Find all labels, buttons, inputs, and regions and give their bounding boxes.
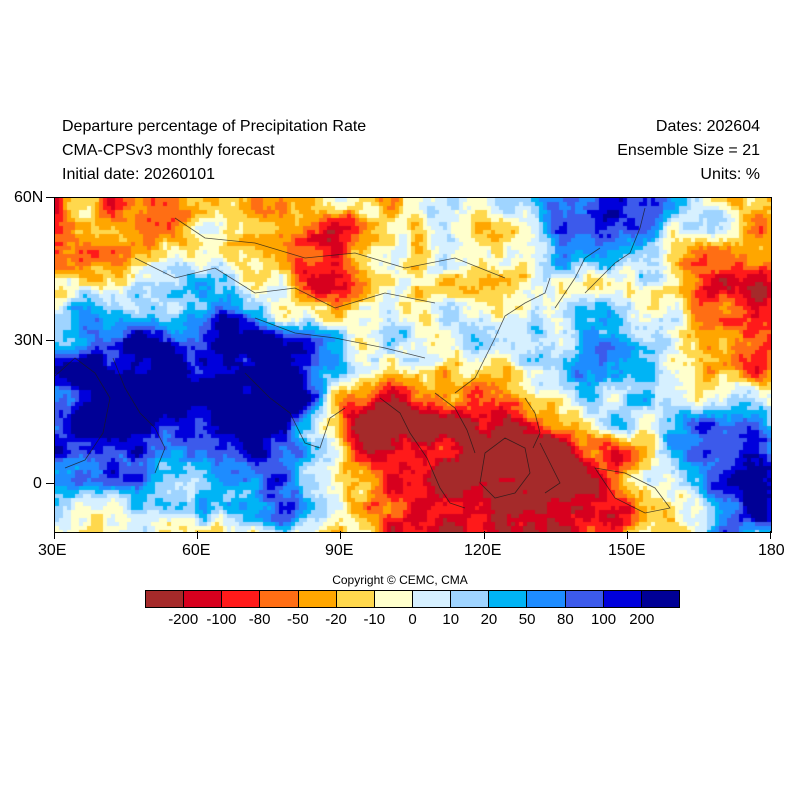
legend-swatch [260, 591, 299, 607]
color-legend-bar [145, 590, 680, 608]
lon-tickmark [54, 531, 55, 539]
lon-tick-label: 120E [464, 542, 502, 559]
lon-tickmark [340, 531, 341, 539]
legend-swatch [336, 591, 375, 607]
lon-tickmark [627, 531, 628, 539]
legend-swatch [489, 591, 528, 607]
lon-tick-label: 90E [325, 542, 354, 559]
legend-swatch [146, 591, 185, 607]
legend-label: -200 [168, 611, 199, 628]
coastlines [55, 207, 671, 514]
legend-swatch [412, 591, 452, 607]
legend-label: -50 [287, 611, 309, 628]
legend-swatch [603, 591, 642, 607]
units-label: Units: % [700, 166, 760, 183]
lat-tick-label: 60N [14, 189, 44, 206]
model-name: CMA-CPSv3 monthly forecast [62, 142, 275, 159]
lat-tick-label: 30N [14, 332, 44, 349]
legend-label: 0 [408, 611, 417, 628]
lat-tickmark [46, 197, 54, 198]
precipitation-anomaly-map [54, 197, 772, 533]
lon-tick-label: 30E [38, 542, 67, 559]
lon-tickmark [197, 531, 198, 539]
legend-label: 80 [557, 611, 574, 628]
legend-swatch [222, 591, 261, 607]
lat-tick-label: 0 [33, 475, 42, 492]
legend-label: -20 [325, 611, 347, 628]
lat-tickmark [46, 483, 54, 484]
legend-label: 10 [442, 611, 460, 628]
copyright-notice: Copyright © CEMC, CMA [332, 573, 468, 587]
legend-label: 200 [629, 611, 655, 628]
map-title: Departure percentage of Precipitation Ra… [62, 118, 367, 135]
legend-label: 20 [480, 611, 498, 628]
legend-swatch [298, 591, 337, 607]
lon-tickmark [484, 531, 485, 539]
legend-label: -10 [363, 611, 386, 628]
legend-swatch [641, 591, 679, 607]
lon-tick-label: 60E [182, 542, 211, 559]
legend-swatch [527, 591, 566, 607]
lon-tickmark [770, 531, 771, 539]
forecast-dates: Dates: 202604 [655, 118, 760, 135]
legend-swatch [374, 591, 413, 607]
legend-label: 50 [518, 611, 536, 628]
ensemble-size: Ensemble Size = 21 [617, 142, 760, 159]
legend-swatch [451, 591, 490, 607]
lat-tickmark [46, 340, 54, 341]
legend-swatch [565, 591, 604, 607]
legend-label: -100 [206, 611, 237, 628]
initial-date: Initial date: 20260101 [62, 166, 216, 183]
legend-label: -80 [248, 611, 271, 628]
anomaly-field [55, 198, 771, 532]
legend-swatch [184, 591, 223, 607]
lon-tick-label: 180 [758, 542, 785, 559]
legend-label: 100 [591, 611, 617, 628]
lon-tick-label: 150E [608, 542, 646, 559]
